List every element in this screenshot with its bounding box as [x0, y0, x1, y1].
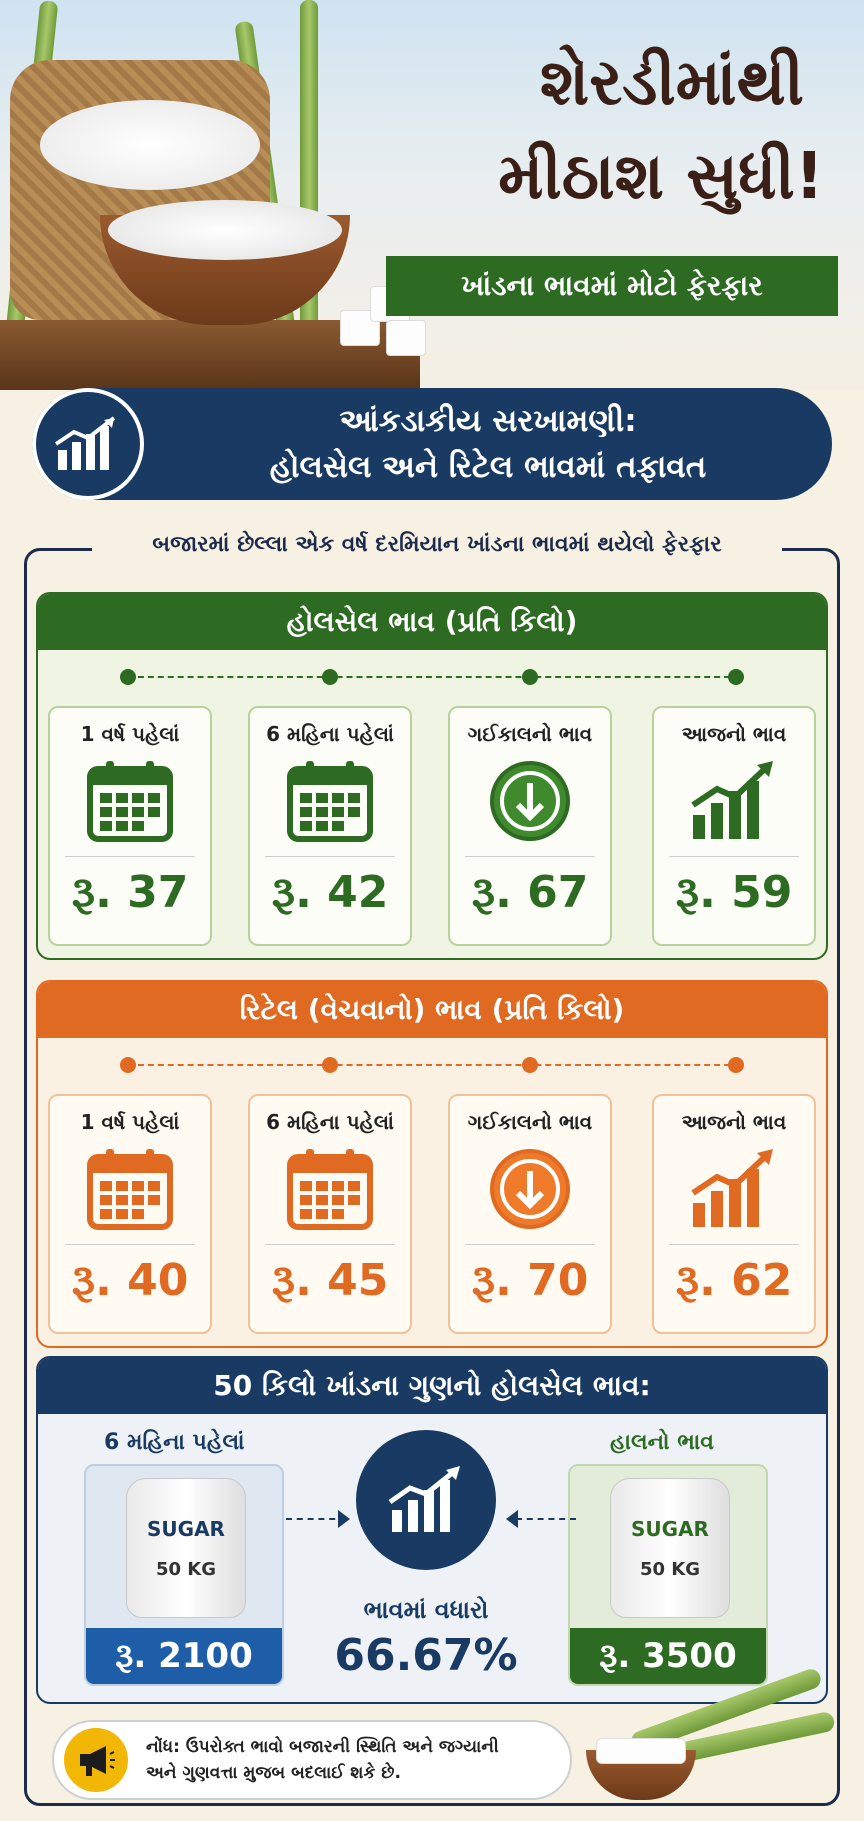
- before-price: રૂ. 2100: [86, 1628, 282, 1684]
- card-price: રૂ. 62: [675, 1255, 793, 1306]
- hero-image: [0, 0, 864, 390]
- wholesale-title: હોલસેલ ભાવ (પ્રતિ કિલો): [38, 594, 826, 650]
- price-card: 1 વર્ષ પહેલાં રૂ. 37: [48, 706, 212, 946]
- card-price: રૂ. 59: [675, 867, 793, 918]
- note-line2: અને ગુણવત્તા મુજબ બદલાઈ શકે છે.: [146, 1763, 401, 1783]
- card-label: આજનો ભાવ: [681, 1110, 787, 1134]
- page-title-line2: મીઠાશ સુધી!: [498, 140, 824, 214]
- sugar-cube-icon: [386, 320, 426, 356]
- retail-title: રિટેલ (વેચવાનો) ભાવ (પ્રતિ કિલો): [38, 982, 826, 1038]
- bag-section-title: 50 કિલો ખાંડના ગુણનો હોલસેલ ભાવ:: [38, 1358, 826, 1414]
- calendar-icon: [50, 1134, 210, 1244]
- growth-chart-icon: [654, 1134, 814, 1244]
- price-card: આજનો ભાવ રૂ. 62: [652, 1094, 816, 1334]
- price-card: આજનો ભાવ રૂ. 59: [652, 706, 816, 946]
- card-price: રૂ. 70: [471, 1255, 589, 1306]
- card-label: 6 મહિના પહેલાં: [266, 722, 394, 746]
- calendar-icon: [250, 746, 410, 856]
- comparison-banner: આંકડાકીય સરખામણી: હોલસેલ અને રિટેલ ભાવમા…: [32, 388, 832, 500]
- timeline-dot: [728, 669, 744, 685]
- timeline-dot: [522, 1057, 538, 1073]
- timeline-dot: [728, 1057, 744, 1073]
- card-price: રૂ. 37: [71, 867, 189, 918]
- banner-line2: હોલસેલ અને રિટેલ ભાવમાં તફાવત: [269, 449, 707, 485]
- section-caption: બજારમાં છેલ્લા એક વર્ષ દરમિયાન ખાંડના ભા…: [92, 532, 782, 557]
- card-label: 6 મહિના પહેલાં: [266, 1110, 394, 1134]
- down-arrow-icon: [450, 1134, 610, 1244]
- page-title-line1: શેરડીમાંથી: [539, 46, 804, 120]
- now-price: રૂ. 3500: [570, 1628, 766, 1684]
- card-price: રૂ. 42: [271, 867, 389, 918]
- price-card: ગઈકાલનો ભાવ રૂ. 70: [448, 1094, 612, 1334]
- price-card: 6 મહિના પહેલાં રૂ. 45: [248, 1094, 412, 1334]
- timeline-dot: [120, 669, 136, 685]
- arrow-right-icon: [286, 1518, 346, 1520]
- card-label: ગઈકાલનો ભાવ: [467, 722, 593, 746]
- increase-value: 66.67%: [334, 1630, 518, 1681]
- sugar-bag-now: SUGAR 50 KG રૂ. 3500: [568, 1464, 768, 1686]
- disclaimer-note: નોંધ: ઉપરોક્ત ભાવો બજારની સ્થિતિ અને જગ્…: [52, 1720, 572, 1800]
- growth-chart-icon: [32, 388, 144, 500]
- growth-chart-icon: [356, 1430, 496, 1570]
- note-line1: નોંધ: ઉપરોક્ત ભાવો બજારની સ્થિતિ અને જગ્…: [146, 1737, 499, 1757]
- card-label: 1 વર્ષ પહેલાં: [80, 722, 180, 746]
- timeline-dot: [322, 669, 338, 685]
- timeline-dot: [522, 669, 538, 685]
- sugar-bag-before: SUGAR 50 KG રૂ. 2100: [84, 1464, 284, 1686]
- card-label: ગઈકાલનો ભાવ: [467, 1110, 593, 1134]
- sugar-bag-icon: SUGAR 50 KG: [126, 1478, 246, 1618]
- price-card: 6 મહિના પહેલાં રૂ. 42: [248, 706, 412, 946]
- card-price: રૂ. 67: [471, 867, 589, 918]
- megaphone-icon: [64, 1728, 128, 1792]
- timeline-dot: [120, 1057, 136, 1073]
- calendar-icon: [250, 1134, 410, 1244]
- timeline-dot: [322, 1057, 338, 1073]
- before-label: 6 મહિના પહેલાં: [104, 1430, 245, 1455]
- card-price: રૂ. 45: [271, 1255, 389, 1306]
- price-card: 1 વર્ષ પહેલાં રૂ. 40: [48, 1094, 212, 1334]
- down-arrow-icon: [450, 746, 610, 856]
- wholesale-section: હોલસેલ ભાવ (પ્રતિ કિલો) 1 વર્ષ પહેલાં રૂ…: [36, 592, 828, 960]
- price-card: ગઈકાલનો ભાવ રૂ. 67: [448, 706, 612, 946]
- increase-label: ભાવમાં વધારો: [363, 1596, 489, 1624]
- retail-section: રિટેલ (વેચવાનો) ભાવ (પ્રતિ કિલો) 1 વર્ષ …: [36, 980, 828, 1348]
- card-label: 1 વર્ષ પહેલાં: [80, 1110, 180, 1134]
- growth-chart-icon: [654, 746, 814, 856]
- arrow-left-icon: [516, 1518, 576, 1520]
- card-price: રૂ. 40: [71, 1255, 189, 1306]
- arrow-head-icon: [338, 1510, 350, 1528]
- sugarcane-bowl-illustration: [586, 1666, 837, 1810]
- headline-tag: ખાંડના ભાવમાં મોટો ફેરફાર: [386, 256, 838, 316]
- calendar-icon: [50, 746, 210, 856]
- card-label: આજનો ભાવ: [681, 722, 787, 746]
- now-label: હાલનો ભાવ: [610, 1430, 714, 1455]
- arrow-head-icon: [506, 1510, 518, 1528]
- sugar-bag-icon: SUGAR 50 KG: [610, 1478, 730, 1618]
- banner-line1: આંકડાકીય સરખામણી:: [339, 403, 637, 439]
- timeline: [128, 1064, 740, 1066]
- timeline: [128, 676, 740, 678]
